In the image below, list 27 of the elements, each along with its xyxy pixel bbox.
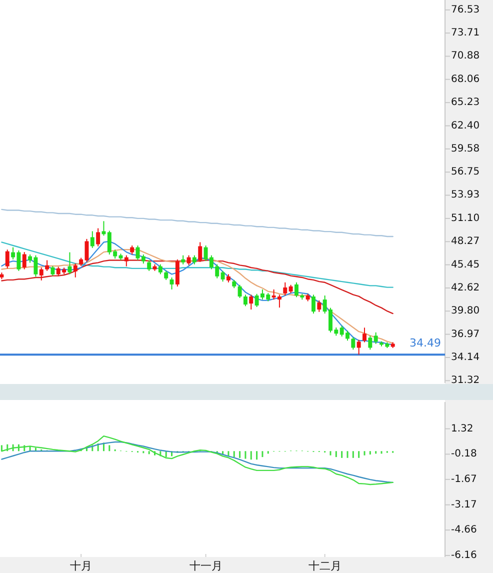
y-tick-label: 39.80 [451,306,480,317]
y-tick-label: 68.06 [451,74,480,85]
y-tick-label: 59.58 [451,143,480,154]
y-tick-label: -1.67 [451,474,477,485]
x-tick-label: 十一月 [189,560,222,572]
y-tick-label: 65.23 [451,97,480,108]
ref-line-label: 34.49 [410,336,441,350]
y-tick-label: 34.14 [451,352,480,363]
y-tick-label: 70.88 [451,50,480,62]
y-tick-label: 31.32 [451,375,480,386]
y-tick-label: -3.17 [451,499,477,510]
y-tick-label: 62.40 [451,120,480,132]
y-tick-label: 56.75 [451,166,480,178]
y-tick-label: 53.93 [451,190,480,201]
y-tick-label: -4.66 [451,524,477,536]
y-tick-label: 76.53 [451,4,480,16]
y-tick-label: -0.18 [451,448,477,460]
y-tick-label: 51.10 [451,212,480,224]
y-tick-label: 45.45 [451,259,480,270]
y-tick-label: 73.71 [451,28,480,39]
x-tick-label: 十二月 [308,560,342,572]
x-tick-label: 十月 [70,560,92,572]
y-tick-label: -6.16 [451,550,477,561]
y-tick-label: 1.32 [451,423,474,434]
y-tick-label: 48.27 [451,236,480,248]
y-tick-label: 42.62 [451,282,480,294]
y-tick-label: 36.97 [451,328,480,340]
